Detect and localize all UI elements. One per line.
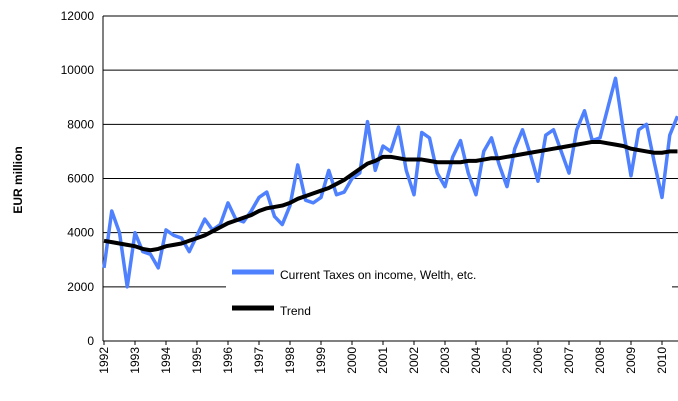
x-tick-label: 2005 xyxy=(500,347,514,374)
x-tick-label: 2000 xyxy=(345,347,359,374)
x-tick-label: 2007 xyxy=(562,347,576,374)
x-tick-label: 2010 xyxy=(655,347,669,374)
legend-box xyxy=(226,256,672,326)
y-tick-label: 4000 xyxy=(67,226,94,240)
x-tick-label: 1996 xyxy=(221,347,235,374)
x-tick-label: 2003 xyxy=(438,347,452,374)
y-tick-label: 12000 xyxy=(61,9,95,23)
x-tick-label: 2008 xyxy=(593,347,607,374)
y-tick-label: 6000 xyxy=(67,172,94,186)
x-tick-label: 1994 xyxy=(159,347,173,374)
x-tick-label: 2006 xyxy=(531,347,545,374)
series-line xyxy=(103,139,678,253)
y-tick-label: 2000 xyxy=(67,280,94,294)
y-axis-label: EUR million xyxy=(11,146,25,213)
x-tick-label: 2004 xyxy=(469,347,483,374)
x-tick-label: 1999 xyxy=(314,347,328,374)
x-tick-label: 1993 xyxy=(128,347,142,374)
x-tick-label: 1997 xyxy=(252,347,266,374)
x-tick-label: 2002 xyxy=(407,347,421,374)
x-tick-label: 2001 xyxy=(376,347,390,374)
y-tick-label: 0 xyxy=(87,334,94,348)
x-tick-label: 2009 xyxy=(624,347,638,374)
x-tick-label: 1995 xyxy=(190,347,204,374)
x-tick-label: 1998 xyxy=(283,347,297,374)
y-tick-label: 10000 xyxy=(61,63,95,77)
series-line xyxy=(102,76,678,289)
legend-label: Trend xyxy=(280,304,311,318)
legend-label: Current Taxes on income, Welth, etc. xyxy=(280,268,476,282)
y-tick-label: 8000 xyxy=(67,117,94,131)
x-tick-label: 1992 xyxy=(97,347,111,374)
